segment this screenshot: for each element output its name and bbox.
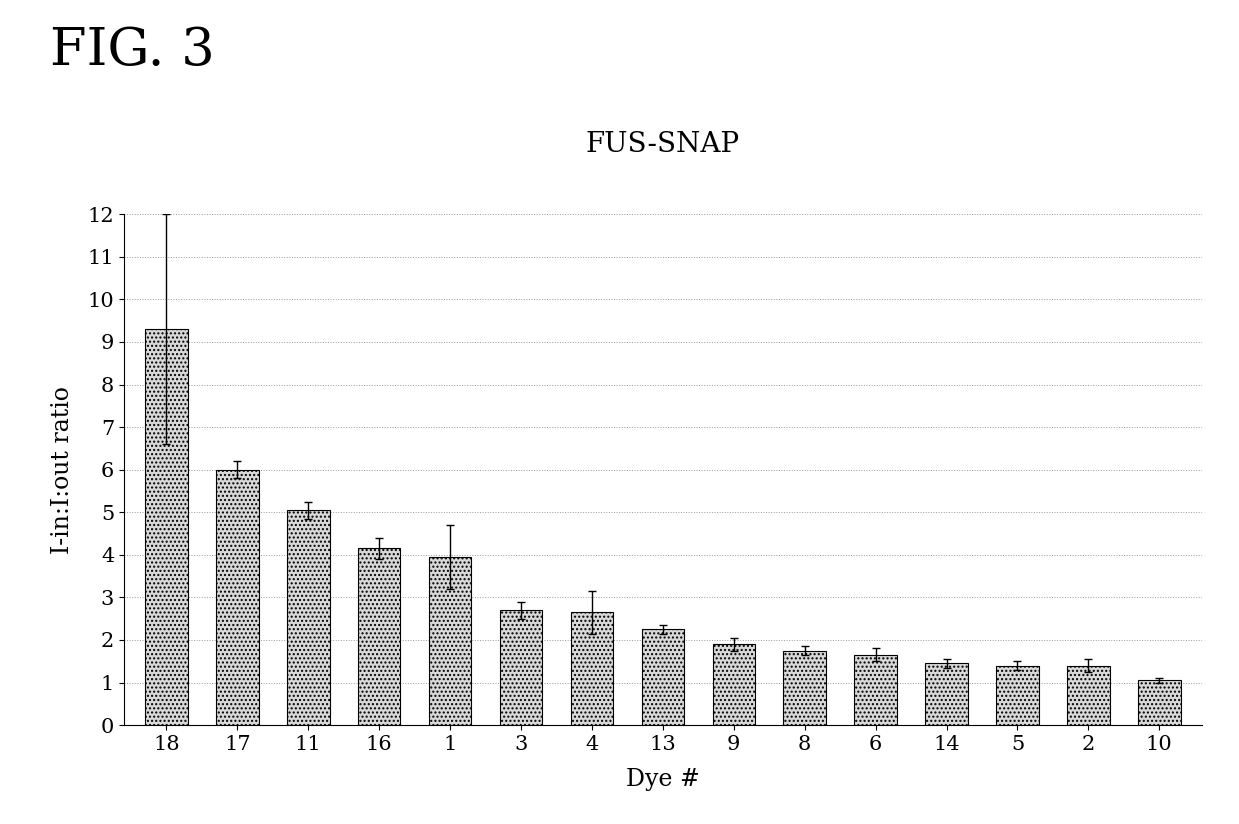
Bar <box>216 470 259 725</box>
Y-axis label: I-in:I:out ratio: I-in:I:out ratio <box>51 386 73 554</box>
Bar <box>1137 681 1181 725</box>
Bar <box>642 630 684 725</box>
Text: FUS-SNAP: FUS-SNAP <box>586 131 740 157</box>
Bar <box>499 610 543 725</box>
X-axis label: Dye #: Dye # <box>626 768 700 791</box>
Bar <box>712 644 755 725</box>
Bar <box>783 651 826 725</box>
Bar <box>855 655 897 725</box>
Bar <box>287 510 330 725</box>
Bar <box>429 557 471 725</box>
Bar <box>926 663 968 725</box>
Bar <box>1067 666 1110 725</box>
Bar <box>571 612 613 725</box>
Bar <box>996 666 1038 725</box>
Bar <box>358 549 400 725</box>
Bar <box>145 330 188 725</box>
Text: FIG. 3: FIG. 3 <box>50 25 214 76</box>
